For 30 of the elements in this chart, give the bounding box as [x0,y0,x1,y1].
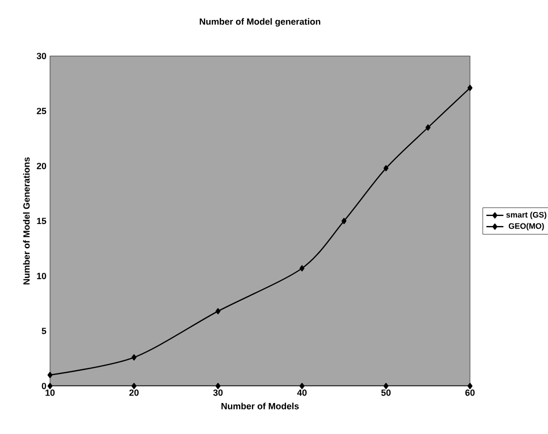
x-tick-label: 30 [213,390,223,396]
y-tick-label: 30 [36,52,46,60]
point [468,382,472,390]
point [132,354,136,360]
point [216,382,220,390]
y-tick-label: 25 [36,108,46,114]
y-axis-title: Number of Model Generations [23,157,30,284]
x-axis-title: Number of Models [221,402,299,410]
point [48,372,52,378]
point [468,84,472,91]
y-tick-label: 5 [42,328,46,334]
y-tick-label: 10 [37,272,46,280]
x-tick-label: 10 [46,390,55,396]
x-tick-label: 40 [297,390,307,396]
point [300,382,304,390]
x-tick-label: 20 [129,390,139,396]
y-tick-label: 0 [42,382,46,390]
point [426,124,430,131]
x-tick-label: 50 [381,390,391,396]
point [216,308,220,314]
x-tick-label: 60 [465,390,475,396]
point [300,265,304,272]
y-tick-label: 20 [36,162,46,170]
y-tick-label: 15 [37,218,46,224]
point [48,382,52,390]
point [384,382,388,390]
point [132,382,136,390]
chart-title: Number of Model generation [200,18,320,27]
point [384,165,388,172]
point [342,218,346,224]
